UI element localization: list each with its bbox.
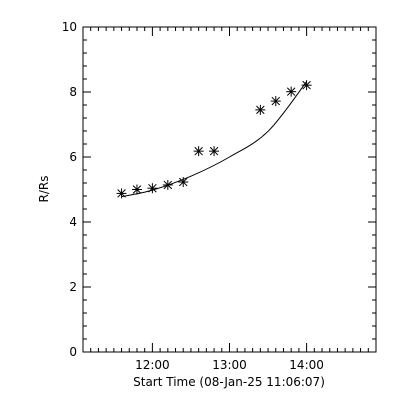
data-point: [178, 177, 189, 188]
x-tick-label: 13:00: [212, 358, 247, 372]
data-point: [147, 183, 158, 194]
data-point: [116, 188, 127, 199]
data-point: [286, 86, 297, 97]
y-tick-label: 4: [69, 215, 77, 229]
tick-labels: 0 2 4 6 8 10 12:00 13:00 14:00: [62, 20, 324, 372]
y-tick-label: 2: [69, 280, 77, 294]
fit-curve-layer: [121, 81, 308, 198]
y-tick-label: 10: [62, 20, 77, 34]
y-tick-label: 0: [69, 345, 77, 359]
plot-frame: [82, 26, 377, 353]
data-point: [131, 184, 142, 195]
data-point: [255, 104, 266, 115]
y-axis-label: R/Rs: [37, 176, 51, 203]
y-tick-label: 8: [69, 85, 77, 99]
x-axis-label: Start Time (08-Jan-25 11:06:07): [133, 375, 325, 389]
data-point: [301, 80, 312, 91]
data-point: [209, 146, 220, 157]
x-tick-label: 14:00: [289, 358, 324, 372]
fit-curve: [121, 81, 308, 198]
axis-ticks: [82, 26, 377, 353]
data-point: [193, 146, 204, 157]
x-tick-label: 12:00: [135, 358, 170, 372]
data-point: [162, 179, 173, 190]
y-tick-label: 6: [69, 150, 77, 164]
data-point: [270, 96, 281, 107]
data-points-layer: [116, 80, 312, 199]
